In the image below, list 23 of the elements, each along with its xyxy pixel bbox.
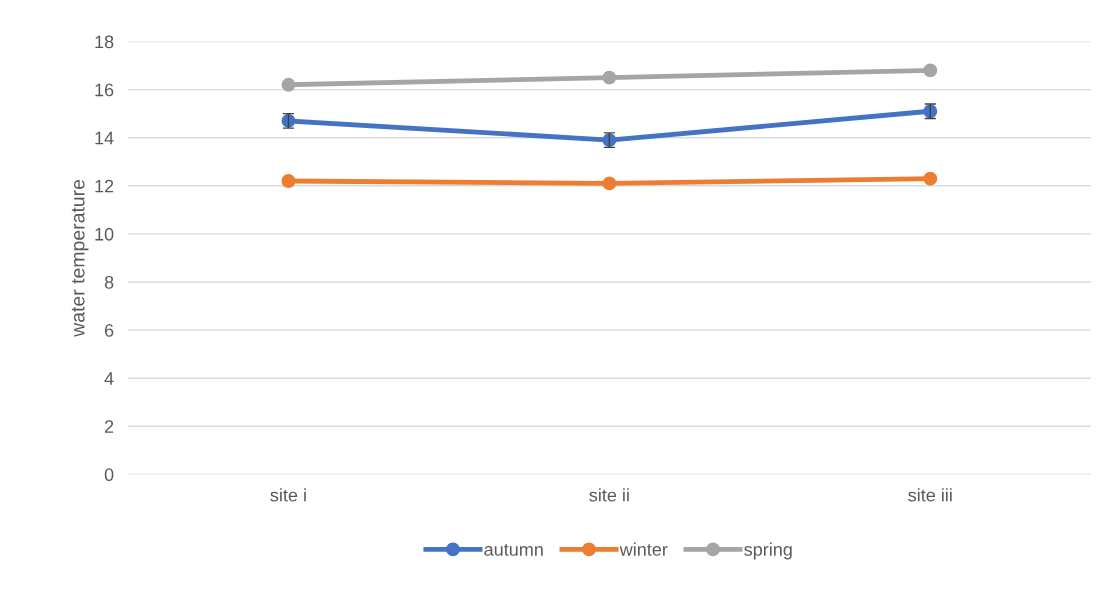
y-tick-label: 18	[95, 35, 114, 49]
y-tick-label: 14	[95, 131, 114, 145]
y-tick-label: 0	[104, 468, 114, 482]
legend-label: spring	[744, 542, 792, 560]
y-axis-title: water temperature	[71, 179, 89, 337]
y-tick-label: 4	[104, 372, 114, 385]
point	[923, 63, 938, 78]
legend-label: autumn	[484, 544, 543, 556]
y-tick-label: 16	[95, 83, 114, 97]
legend-label: winter	[619, 542, 668, 556]
y-tick-label: 12	[95, 179, 114, 193]
point	[281, 174, 296, 188]
point	[602, 70, 617, 85]
point	[281, 77, 296, 92]
y-tick-label: 8	[104, 275, 114, 289]
point	[923, 171, 938, 186]
y-tick-label: 10	[95, 227, 114, 241]
y-tick-label: 2	[104, 420, 114, 433]
y-tick-label: 6	[104, 324, 114, 337]
x-tick-label: site ii	[589, 488, 629, 502]
x-tick-label: site iii	[908, 488, 952, 502]
point	[602, 176, 617, 191]
x-tick-label: site i	[270, 488, 306, 502]
